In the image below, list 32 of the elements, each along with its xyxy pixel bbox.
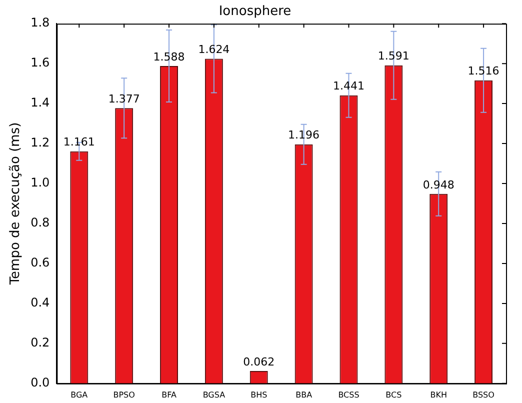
y-tick-label: 0.6 [30,256,50,270]
y-tick-label: 0.8 [30,216,50,230]
data-label: 1.377 [108,92,140,106]
y-tick-label: 0.0 [30,376,50,390]
x-tick-label: BGSA [202,390,226,400]
y-axis-title: Tempo de execução (ms) [8,122,24,286]
x-tick-label: BSSO [472,390,494,400]
x-tick-label: BCSS [338,390,360,400]
data-label: 1.516 [468,64,500,78]
y-tick-label: 1.6 [30,56,50,70]
data-label: 0.062 [243,355,275,368]
x-tick-label: BCS [386,390,402,400]
data-label: 1.588 [153,50,185,64]
x-tick-label: BFA [162,390,177,400]
x-tick-label: BPSO [113,390,135,400]
data-label: 1.591 [378,50,410,63]
x-tick-label: BHS [250,390,268,400]
y-tick-label: 1.4 [30,96,50,110]
data-label: 1.441 [332,80,364,93]
data-label: 1.196 [288,128,320,142]
chart-title: Ionosphere [218,4,292,20]
data-label: 1.161 [63,136,95,149]
y-tick-label: 0.2 [30,336,50,350]
data-label: 0.948 [422,178,454,192]
x-tick-label: BGA [70,390,88,400]
y-tick-label: 1.2 [30,136,50,150]
y-tick-label: 0.4 [30,296,50,310]
x-tick-label: BBA [296,390,313,400]
y-tick-label: 1.8 [30,16,50,30]
x-tick-label: BKH [430,390,447,400]
y-tick-label: 1.0 [30,176,50,190]
data-label: 1.624 [198,43,230,56]
